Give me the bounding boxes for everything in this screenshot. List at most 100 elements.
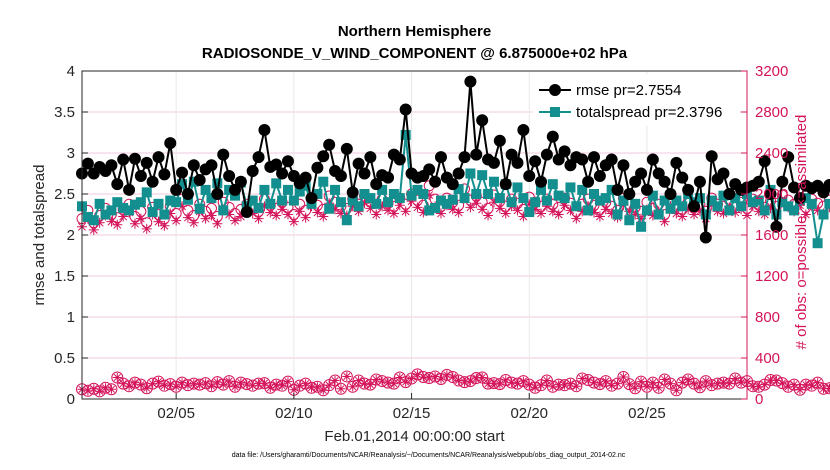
obs-asterisk	[648, 378, 658, 388]
obs-asterisk	[289, 385, 299, 395]
obs-asterisk	[224, 376, 234, 386]
obs-asterisk	[83, 386, 93, 396]
data-point	[605, 153, 618, 166]
obs-asterisk	[242, 379, 252, 389]
data-point	[753, 206, 764, 217]
legend-marker	[549, 84, 561, 96]
legend-marker	[550, 107, 560, 117]
data-point	[400, 206, 411, 217]
data-point	[494, 203, 505, 214]
data-point	[530, 204, 541, 215]
data-point	[541, 195, 552, 206]
obs-asterisk	[583, 375, 593, 385]
data-point	[294, 206, 305, 217]
obs-asterisk	[259, 378, 269, 388]
data-point	[335, 197, 346, 208]
obs-asterisk	[695, 382, 705, 392]
obs-asterisk	[665, 379, 675, 389]
obs-asterisk	[512, 379, 522, 389]
data-point	[341, 215, 352, 226]
obs-asterisk	[642, 382, 652, 392]
x-tick-label: 02/25	[628, 405, 666, 422]
data-point	[664, 377, 677, 390]
obs-circle	[340, 370, 353, 383]
data-point	[571, 213, 582, 224]
y-axis-label: rmse and totalspread	[31, 165, 48, 306]
data-point	[252, 151, 265, 164]
y-right-tick-label: 0	[755, 391, 763, 408]
obs-asterisk	[589, 378, 599, 388]
data-point	[483, 189, 494, 199]
data-point	[788, 181, 801, 194]
data-point	[483, 210, 494, 221]
data-point	[659, 195, 670, 206]
data-point	[153, 198, 164, 209]
obs-asterisk	[218, 380, 228, 390]
obs-asterisk	[195, 380, 205, 390]
data-point	[253, 202, 264, 213]
data-point	[141, 187, 152, 198]
y-right-tick-label: 400	[755, 350, 780, 367]
data-point	[129, 218, 140, 229]
obs-asterisk	[495, 379, 505, 389]
data-point	[759, 205, 770, 216]
data-point	[718, 208, 729, 219]
data-point	[406, 190, 417, 201]
data-point	[382, 171, 395, 184]
data-point	[247, 208, 258, 219]
data-point	[753, 195, 764, 206]
data-point	[224, 209, 235, 220]
y-tick-label: 3.5	[54, 104, 75, 121]
data-point	[394, 200, 405, 211]
data-point	[476, 114, 489, 127]
data-point	[524, 199, 535, 210]
data-point	[547, 206, 558, 217]
obs-asterisk	[613, 379, 623, 389]
data-point	[135, 213, 146, 224]
data-point	[217, 148, 230, 161]
x-tick-label: 02/20	[510, 405, 548, 422]
data-point	[559, 200, 570, 211]
data-point	[134, 169, 147, 182]
data-point	[171, 215, 182, 226]
obs-asterisk	[154, 377, 164, 387]
grid	[82, 71, 747, 399]
obs-asterisk	[106, 384, 116, 394]
data-point	[665, 203, 676, 214]
data-point	[159, 220, 170, 231]
data-point	[582, 175, 595, 188]
data-point	[412, 202, 423, 213]
data-point	[253, 213, 264, 224]
data-point	[140, 156, 153, 169]
data-point	[176, 166, 189, 179]
obs-asterisk	[171, 382, 181, 392]
data-point	[764, 188, 777, 200]
data-point	[488, 176, 499, 187]
data-point	[452, 167, 465, 180]
data-point	[123, 183, 136, 196]
data-point	[394, 193, 405, 204]
obs-asterisk	[183, 380, 193, 390]
obs-asterisk	[571, 381, 581, 391]
data-point	[240, 206, 253, 219]
obs-asterisk	[683, 375, 693, 385]
data-point	[736, 201, 747, 212]
data-point	[758, 155, 771, 168]
data-point	[546, 130, 559, 143]
data-point	[282, 209, 293, 220]
data-point	[671, 208, 682, 219]
data-point	[512, 205, 523, 216]
data-point	[117, 153, 130, 166]
data-point	[646, 153, 659, 166]
data-point	[670, 384, 683, 397]
data-point	[752, 175, 765, 188]
obs-asterisk	[689, 379, 699, 389]
obs-asterisk	[630, 383, 640, 393]
data-point	[717, 167, 730, 180]
data-point	[594, 211, 605, 222]
data-point	[259, 184, 270, 195]
obs-asterisk	[412, 369, 422, 379]
obs-asterisk	[159, 381, 169, 391]
data-point	[94, 198, 105, 209]
